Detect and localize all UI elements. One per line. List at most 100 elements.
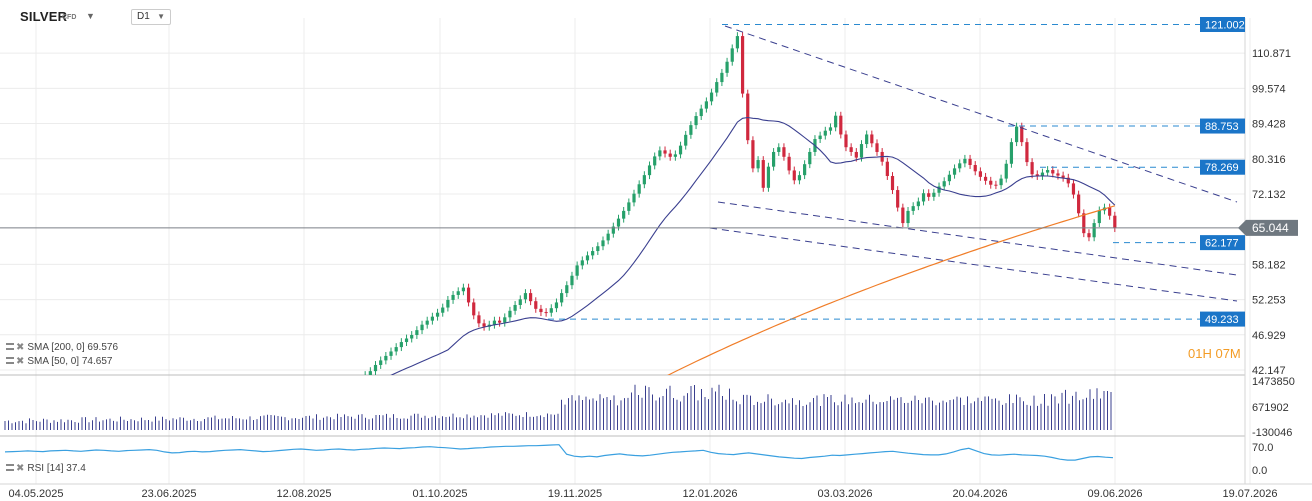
rsi-legend[interactable]: ✖ RSI [14] 37.4 — [6, 463, 86, 474]
x-tick-label: 20.04.2026 — [952, 488, 1007, 500]
candle-body — [942, 181, 946, 187]
level-tag-bg — [1200, 311, 1245, 327]
timeframe-select[interactable]: D1 ▼ — [131, 9, 171, 25]
candle-body — [973, 165, 977, 172]
candle-body — [1014, 126, 1019, 143]
candle-body — [1040, 172, 1045, 176]
candle-body — [492, 320, 497, 325]
candle-body — [1051, 170, 1055, 174]
candle-body — [927, 193, 931, 197]
candle-body — [425, 320, 429, 325]
candle-body — [461, 287, 465, 292]
close-icon[interactable]: ✖ — [16, 342, 25, 353]
candle-body — [740, 36, 745, 94]
candle-body — [446, 299, 450, 308]
candle-body — [364, 375, 367, 379]
candle-body — [430, 316, 434, 321]
rsi-label: RSI [14] 37.4 — [27, 463, 86, 474]
x-tick-label: 19.11.2025 — [548, 488, 602, 500]
sma200-legend[interactable]: ✖ SMA [200, 0] 69.576 — [6, 342, 118, 353]
current-price-tag — [1238, 219, 1298, 236]
indicator-settings-icon[interactable] — [6, 464, 14, 471]
candle-body — [896, 190, 900, 208]
candle-body — [849, 147, 853, 152]
indicator-settings-icon[interactable] — [6, 343, 14, 350]
level-tag-bg — [1200, 118, 1245, 134]
candle-body — [1009, 142, 1014, 164]
y-tick-label: 110.871 — [1252, 48, 1291, 60]
candle-body — [1113, 215, 1117, 229]
y-tick-label: 42.147 — [1252, 365, 1286, 377]
candle-body — [1092, 223, 1096, 238]
trendline — [709, 227, 1238, 302]
candle-body — [384, 355, 388, 361]
candle-body — [647, 165, 652, 176]
chevron-down-icon[interactable]: ▼ — [86, 11, 95, 21]
candle-body — [565, 285, 569, 294]
candle-body — [404, 338, 409, 343]
candle-body — [477, 315, 481, 324]
candle-body — [704, 101, 708, 109]
candle-body — [803, 164, 807, 176]
candle-body — [911, 206, 915, 211]
candle-body — [389, 351, 393, 356]
candle-body — [534, 301, 538, 309]
candle-body — [699, 108, 703, 117]
candle-body — [952, 168, 957, 175]
sma50-label: SMA [50, 0] 74.657 — [27, 356, 113, 367]
candle-body — [580, 260, 584, 266]
candle-body — [808, 151, 812, 165]
candle-body — [585, 255, 590, 261]
x-tick-label: 03.03.2026 — [817, 488, 872, 500]
candle-body — [415, 330, 419, 335]
candle-body — [529, 293, 533, 302]
rsi-line — [4, 444, 1114, 461]
candle-body — [947, 174, 951, 182]
candle-body — [1087, 233, 1091, 238]
candle-body — [963, 158, 967, 164]
candle-body — [709, 92, 714, 102]
close-icon[interactable]: ✖ — [16, 463, 25, 474]
candle-body — [746, 93, 750, 141]
x-tick-label: 04.05.2025 — [8, 488, 63, 500]
candle-body — [921, 193, 926, 202]
candle-timer: 01H 07M — [1188, 346, 1241, 361]
candle-body — [637, 184, 641, 194]
candle-body — [544, 312, 548, 314]
candle-body — [958, 163, 962, 169]
candle-body — [575, 265, 579, 276]
x-tick-label: 01.10.2025 — [412, 488, 467, 500]
candle-body — [983, 176, 988, 181]
candle-body — [797, 175, 802, 181]
candle-body — [1020, 126, 1024, 143]
rsi-tick-label: 0.0 — [1252, 465, 1267, 477]
candle-body — [1056, 173, 1060, 176]
x-tick-label: 19.07.2026 — [1222, 488, 1277, 500]
candle-body — [989, 180, 993, 185]
candle-body — [968, 158, 972, 166]
candle-body — [663, 150, 667, 154]
sma50-legend[interactable]: ✖ SMA [50, 0] 74.657 — [6, 356, 112, 367]
candle-body — [787, 156, 791, 171]
candle-body — [906, 210, 910, 224]
chart-toolbar: SILVER CFD ▼ D1 ▼ — [0, 0, 1245, 28]
x-tick-label: 23.06.2025 — [141, 488, 196, 500]
candle-body — [441, 307, 445, 313]
candle-body — [818, 135, 822, 140]
candle-body — [508, 310, 512, 318]
candle-body — [772, 151, 776, 167]
indicator-settings-icon[interactable] — [6, 357, 14, 364]
candle-body — [766, 166, 771, 188]
candle-body — [606, 233, 610, 241]
y-tick-label: 99.574 — [1252, 83, 1286, 95]
candle-body — [1035, 174, 1039, 176]
candle-body — [456, 291, 460, 295]
symbol-name[interactable]: SILVER — [20, 9, 68, 24]
candle-body — [518, 299, 522, 305]
candle-body — [658, 150, 662, 157]
rsi-tick-label: 70.0 — [1252, 442, 1273, 454]
candle-body — [730, 48, 734, 62]
candle-body — [694, 116, 698, 126]
close-icon[interactable]: ✖ — [16, 356, 25, 367]
